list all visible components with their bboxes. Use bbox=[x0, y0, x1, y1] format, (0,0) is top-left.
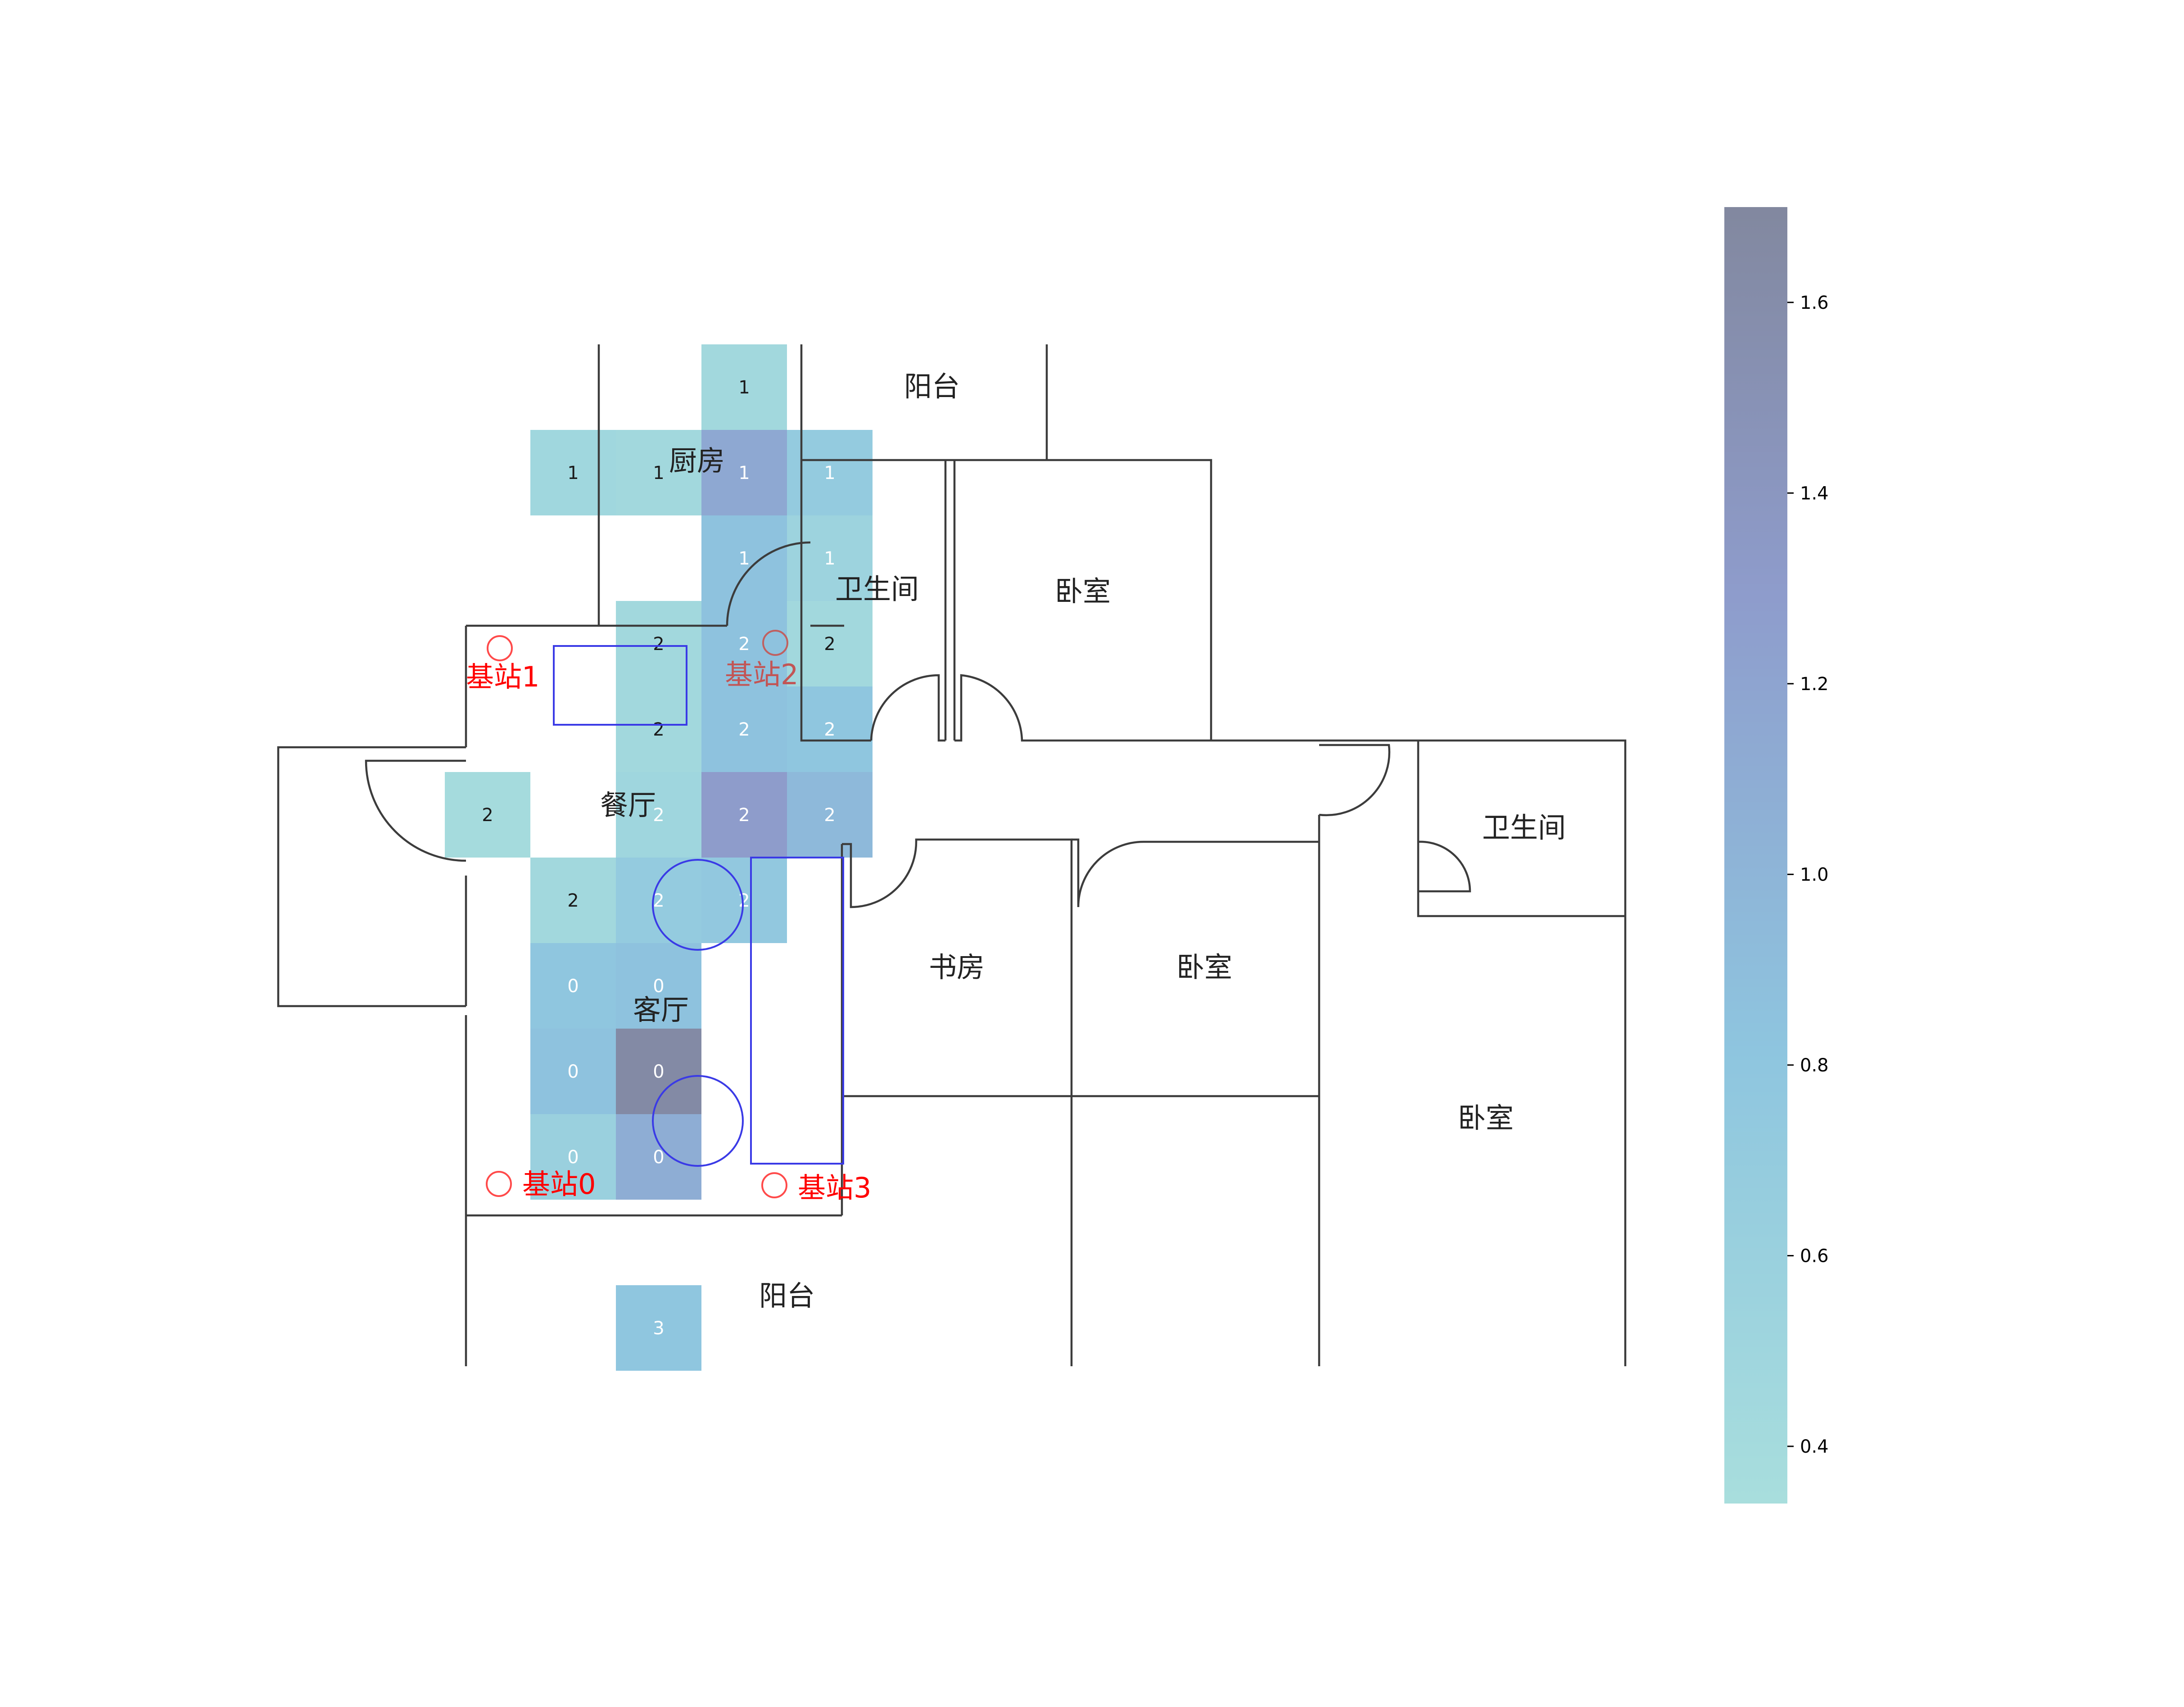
room-label-balcony-bottom: 阳台 bbox=[759, 1279, 815, 1312]
room-label-bathroom-2: 卫生间 bbox=[1482, 811, 1566, 844]
heatmap-cell-label: 0 bbox=[567, 1147, 579, 1168]
floorplan-walls bbox=[277, 344, 1627, 1366]
room-label-balcony-top: 阳台 bbox=[904, 370, 960, 403]
heatmap-cell-label: 0 bbox=[567, 976, 579, 997]
room-label-study: 书房 bbox=[929, 951, 985, 984]
room-label-dining: 餐厅 bbox=[600, 789, 656, 822]
heatmap-cell-label: 2 bbox=[738, 890, 750, 911]
colorbar-tick-label: 1.0 bbox=[1800, 864, 1829, 885]
heatmap-cell bbox=[530, 858, 616, 943]
heatmap-cell-label: 2 bbox=[567, 890, 579, 911]
heatmap-cell bbox=[530, 943, 616, 1029]
heatmap-cell-label: 1 bbox=[738, 548, 750, 569]
colorbar-tick-label: 0.4 bbox=[1800, 1436, 1829, 1457]
station-3-label: 基站3 bbox=[798, 1171, 871, 1204]
heatmap-cell bbox=[616, 1285, 701, 1371]
station-0-label: 基站0 bbox=[522, 1168, 596, 1201]
room-label-living: 客厅 bbox=[633, 993, 689, 1026]
heatmap-cell-label: 2 bbox=[738, 805, 750, 826]
heatmap-cell bbox=[530, 430, 616, 515]
heatmap-cell bbox=[701, 344, 787, 430]
heatmap-cell bbox=[616, 772, 701, 858]
room-label-bedroom-1: 卧室 bbox=[1055, 575, 1111, 608]
colorbar-tick-label: 1.6 bbox=[1800, 293, 1829, 313]
heatmap-cell-label: 1 bbox=[738, 463, 750, 483]
heatmap-cell-label: 1 bbox=[567, 463, 579, 483]
station-0-marker bbox=[486, 1171, 512, 1197]
heatmap-cell-label: 2 bbox=[482, 805, 493, 826]
station-2-marker bbox=[762, 630, 788, 656]
heatmap-cell-label: 2 bbox=[738, 634, 750, 655]
heatmap-cell-label: 0 bbox=[653, 976, 664, 997]
colorbar-ticks: 0.4 0.6 0.8 1.0 1.2 1.4 1.6 bbox=[1787, 293, 1829, 1457]
heatmap-cell-label: 1 bbox=[738, 377, 750, 398]
base-stations: 基站0 基站1 基站2 基站3 bbox=[466, 630, 871, 1204]
room-label-bedroom-2: 卧室 bbox=[1176, 951, 1232, 984]
heatmap-cell bbox=[701, 858, 787, 943]
heatmap-cell-label: 1 bbox=[653, 463, 664, 483]
colorbar-tick-label: 1.4 bbox=[1800, 483, 1829, 504]
round-table-upper bbox=[652, 859, 744, 951]
sofa-rect bbox=[750, 857, 844, 1165]
colorbar-tick-label: 1.2 bbox=[1800, 674, 1829, 695]
heatmap-cell bbox=[701, 601, 787, 686]
heatmap-cell-label: 2 bbox=[653, 805, 664, 826]
station-1-label: 基站1 bbox=[466, 660, 539, 693]
round-table-lower bbox=[652, 1075, 744, 1167]
heatmap-cell bbox=[616, 1114, 701, 1200]
heatmap-cell bbox=[445, 772, 530, 858]
heatmap-cell-label: 2 bbox=[738, 719, 750, 740]
room-label-bathroom-1: 卫生间 bbox=[835, 573, 919, 605]
heatmap-cell-label: 3 bbox=[653, 1318, 664, 1339]
colorbar-tick-label: 0.6 bbox=[1800, 1246, 1829, 1266]
room-labels: 阳台 厨房 卫生间 卧室 餐厅 卫生间 书房 卧室 客厅 卧室 阳台 bbox=[600, 370, 1566, 1312]
heatmap-cell bbox=[530, 1114, 616, 1200]
furniture-outlines bbox=[553, 645, 844, 1167]
colorbar-gradient bbox=[1724, 207, 1787, 1504]
station-1-marker bbox=[487, 635, 513, 661]
heatmap-cell-label: 2 bbox=[653, 719, 664, 740]
heatmap-cell bbox=[530, 1029, 616, 1114]
colorbar: 0.4 0.6 0.8 1.0 1.2 1.4 1.6 bbox=[1724, 207, 1829, 1504]
room-label-bedroom-3: 卧室 bbox=[1458, 1102, 1514, 1134]
heatmap-cell-label: 2 bbox=[824, 634, 835, 655]
station-2-label: 基站2 bbox=[725, 658, 798, 691]
heatmap-cell bbox=[616, 943, 701, 1029]
heatmap-cell bbox=[787, 772, 873, 858]
heatmap-cell-label: 0 bbox=[567, 1061, 579, 1082]
heatmap-cell bbox=[701, 772, 787, 858]
heatmap-cell-label: 1 bbox=[824, 548, 835, 569]
room-label-kitchen: 厨房 bbox=[669, 444, 725, 477]
heatmap-cell-label: 0 bbox=[653, 1147, 664, 1168]
heatmap-cell bbox=[616, 858, 701, 943]
station-3-marker bbox=[761, 1172, 787, 1198]
heatmap-cell-label: 2 bbox=[824, 719, 835, 740]
dining-table-rect bbox=[553, 645, 687, 726]
heatmap-cell bbox=[701, 430, 787, 515]
colorbar-tick-label: 0.8 bbox=[1800, 1055, 1829, 1076]
heatmap-cell-label: 2 bbox=[824, 805, 835, 826]
heatmap-cell-label: 0 bbox=[653, 1061, 664, 1082]
heatmap-cell-label: 1 bbox=[824, 463, 835, 483]
heatmap-cell-label: 2 bbox=[653, 634, 664, 655]
heatmap-cell bbox=[701, 515, 787, 601]
heatmap-cell bbox=[701, 686, 787, 772]
heatmap-cell bbox=[616, 430, 701, 515]
heatmap-cells: 11 1 1 11 12 2 22 2 22 2 2 22 2 20 00 00 03 bbox=[445, 344, 873, 1371]
